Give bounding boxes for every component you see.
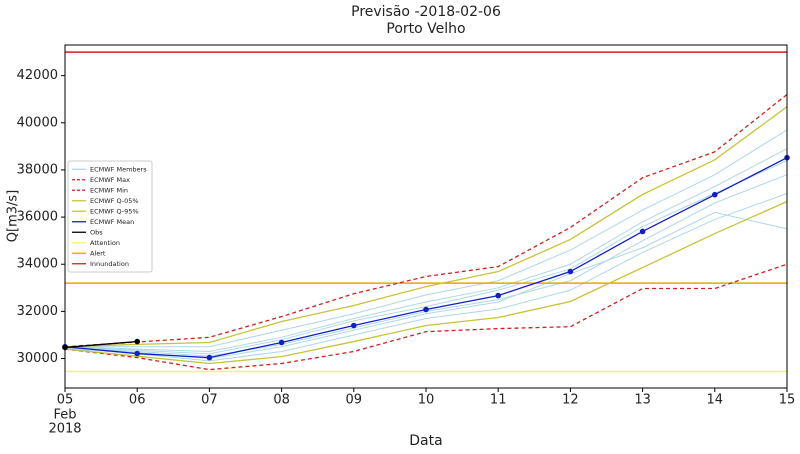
point bbox=[351, 322, 357, 329]
x-tick-label: 12 bbox=[562, 393, 579, 408]
legend-label: Attention bbox=[90, 239, 120, 247]
point bbox=[206, 354, 213, 361]
member-line bbox=[65, 129, 788, 348]
legend-label: ECMWF Members bbox=[90, 165, 147, 173]
y-tick-label: 32000 bbox=[17, 304, 58, 319]
legend-label: Obs bbox=[90, 228, 103, 236]
member-line bbox=[64, 211, 788, 360]
x-tick-label: 13 bbox=[634, 393, 651, 408]
point bbox=[567, 268, 574, 275]
y-tick-label: 42000 bbox=[17, 68, 58, 83]
y-tick-label: 34000 bbox=[17, 257, 58, 272]
y-tick-label: 36000 bbox=[17, 210, 58, 225]
legend-label: ECMWF Min bbox=[90, 186, 128, 194]
plot-frame bbox=[64, 44, 788, 389]
legend-label: ECMWF Q-95% bbox=[90, 207, 139, 215]
series-line bbox=[64, 263, 788, 371]
legend-label: Innundation bbox=[90, 260, 129, 268]
member-line bbox=[64, 193, 788, 362]
y-axis-label: Q[m3/s] bbox=[6, 190, 21, 242]
member-line bbox=[64, 174, 788, 357]
point bbox=[423, 306, 429, 313]
legend-label: ECMWF Max bbox=[90, 176, 130, 184]
x-tick-label: 07 bbox=[201, 393, 218, 408]
point bbox=[134, 350, 140, 357]
y-tick-label: 38000 bbox=[17, 162, 58, 177]
x-tick-label: 06 bbox=[129, 393, 146, 408]
x-tick-label: 09 bbox=[346, 393, 363, 408]
series-line bbox=[64, 93, 788, 348]
x-tick-label: 08 bbox=[273, 393, 290, 408]
chart-title: Previsão -2018-02-06 bbox=[351, 4, 501, 20]
series-line bbox=[64, 106, 788, 348]
y-tick-label: 40000 bbox=[17, 115, 58, 130]
x-tick-sublabel: 2018 bbox=[48, 422, 81, 437]
x-tick-label: 05 bbox=[57, 393, 74, 408]
y-tick-label: 30000 bbox=[17, 351, 58, 366]
x-tick-sublabel: Feb bbox=[53, 408, 76, 423]
point bbox=[712, 191, 718, 198]
chart-subtitle: Porto Velho bbox=[386, 21, 465, 37]
point bbox=[278, 339, 285, 346]
point bbox=[639, 228, 646, 235]
legend-label: Alert bbox=[90, 249, 106, 257]
x-tick-label: 10 bbox=[418, 393, 435, 408]
legend-label: ECMWF Q-05% bbox=[90, 197, 139, 205]
x-tick-label: 15 bbox=[779, 393, 796, 408]
series-line bbox=[64, 157, 788, 359]
x-axis-label: Data bbox=[409, 433, 442, 449]
series-line bbox=[64, 340, 138, 349]
point bbox=[495, 292, 502, 299]
x-tick-label: 11 bbox=[490, 393, 507, 408]
point bbox=[134, 338, 140, 345]
series-line bbox=[64, 200, 788, 365]
legend-label: ECMWF Mean bbox=[90, 218, 134, 226]
member-line bbox=[64, 148, 788, 352]
legend-box bbox=[67, 160, 153, 273]
member-line bbox=[64, 160, 788, 355]
x-tick-label: 14 bbox=[707, 393, 724, 408]
